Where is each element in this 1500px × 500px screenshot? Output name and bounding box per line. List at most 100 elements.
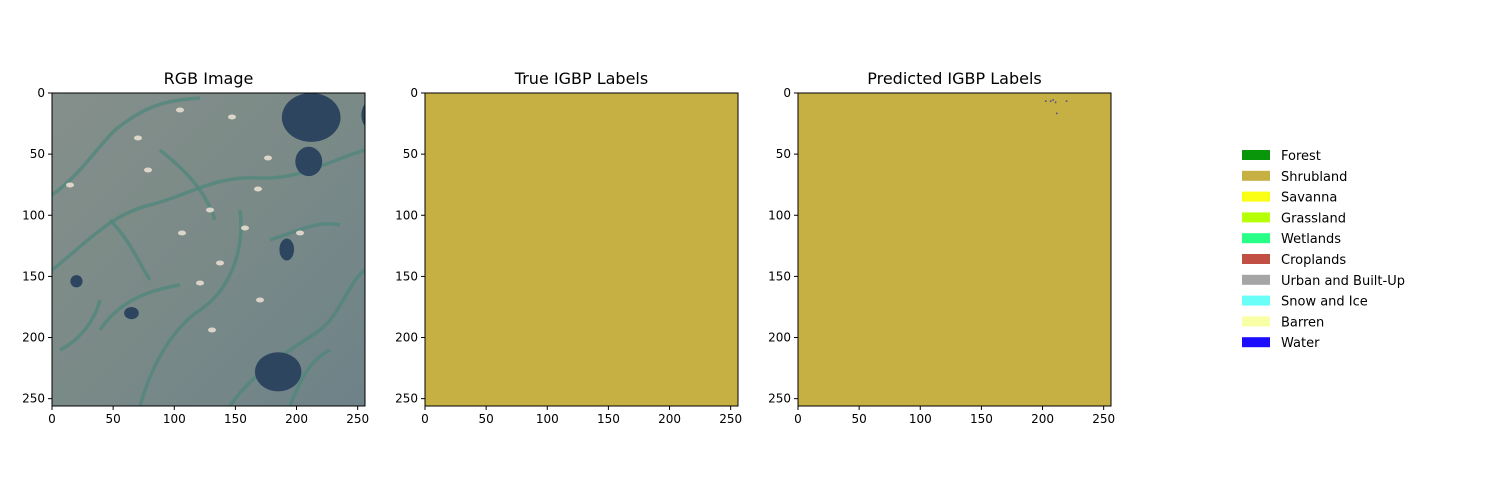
water-pixel [1049,100,1052,102]
label-map [798,93,1111,406]
lake [279,238,295,261]
bright-patch [228,114,236,120]
water-pixel [1044,100,1047,102]
legend-label: Urban and Built-Up [1281,274,1405,289]
axes-frame [797,92,1112,407]
y-tick-label: 50 [776,147,791,161]
texture-channel [98,283,181,331]
water-pixel [1055,112,1058,115]
lake [295,146,323,177]
legend-item: Urban and Built-Up [1242,274,1405,289]
x-tick-label: 0 [421,412,429,426]
panel-title: RGB Image [164,69,254,88]
texture-channel [59,299,102,352]
bright-patch [254,186,262,192]
texture-channel [228,268,365,406]
bright-patch [241,225,249,231]
legend-item: Wetlands [1242,232,1341,247]
y-tick-label: 200 [22,331,45,345]
x-tick-label: 150 [970,412,993,426]
x-tick-label: 50 [478,412,493,426]
legend-label: Barren [1281,315,1324,330]
panel-title: Predicted IGBP Labels [867,69,1042,88]
legend-item: Shrubland [1242,170,1347,185]
rgb-background [52,93,365,406]
legend-swatch [1242,295,1270,306]
legend-swatch [1242,233,1270,244]
y-tick-label: 150 [395,269,418,283]
texture-channel [108,218,152,281]
legend-label: Wetlands [1281,232,1341,247]
lake [70,275,83,288]
texture-channel [288,348,331,406]
bright-patch [206,207,214,213]
y-tick-label: 0 [783,86,791,100]
x-tick-label: 50 [105,412,120,426]
bright-patch [196,280,204,286]
rgb-image [52,93,365,406]
x-tick-label: 250 [1092,412,1115,426]
legend-label: Savanna [1281,191,1337,206]
texture-channel [52,96,201,197]
bright-patch [134,135,142,141]
water-pixel [1054,101,1057,104]
legend-swatch [1242,150,1270,160]
legend-swatch [1242,254,1270,264]
legend-swatch [1242,337,1270,348]
axes-frame [51,92,366,407]
y-tick-label: 200 [768,331,791,345]
y-tick-label: 250 [395,392,418,406]
bright-patch [256,297,264,303]
legend-label: Shrubland [1281,170,1347,185]
label-map [425,93,738,406]
y-tick-label: 250 [22,392,45,406]
y-tick-label: 100 [22,208,45,222]
y-tick-label: 150 [22,269,45,283]
bright-patch [208,327,216,333]
legend-swatch [1242,316,1270,327]
water-pixel [1052,99,1054,101]
x-tick-label: 250 [719,412,742,426]
x-tick-label: 0 [48,412,56,426]
x-tick-label: 100 [909,412,932,426]
x-tick-label: 50 [851,412,866,426]
bright-patch [216,260,224,266]
legend-swatch [1242,274,1270,285]
lake [361,103,365,127]
legend-swatch [1242,212,1270,223]
legend-item: Snow and Ice [1242,295,1368,310]
y-tick-label: 150 [768,269,791,283]
bright-patch [66,182,74,188]
legend-item: Barren [1242,315,1324,330]
legend-item: Savanna [1242,191,1337,206]
legend-item: Water [1242,336,1320,351]
legend: Forest Shrubland Savanna Grassland Wetlands C… [1242,149,1405,351]
texture-channel [269,221,341,242]
y-tick-label: 200 [395,331,418,345]
legend-label: Grassland [1281,211,1346,226]
x-tick-label: 200 [658,412,681,426]
lake [281,93,341,142]
texture-channel [138,209,243,406]
x-tick-label: 150 [597,412,620,426]
legend-label: Snow and Ice [1281,295,1368,310]
water-pixel [1065,100,1068,102]
bright-patch [144,167,152,173]
x-tick-label: 0 [794,412,802,426]
x-tick-label: 100 [163,412,186,426]
y-tick-label: 50 [403,147,418,161]
x-tick-label: 150 [224,412,247,426]
bright-patch [176,107,184,113]
axes-frame [424,92,739,407]
legend-item: Forest [1242,149,1321,164]
x-tick-label: 100 [536,412,559,426]
lake [124,306,139,320]
lake [254,352,302,392]
legend-item: Grassland [1242,211,1346,226]
legend-item: Croplands [1242,253,1346,268]
panel-title: True IGBP Labels [514,69,648,88]
